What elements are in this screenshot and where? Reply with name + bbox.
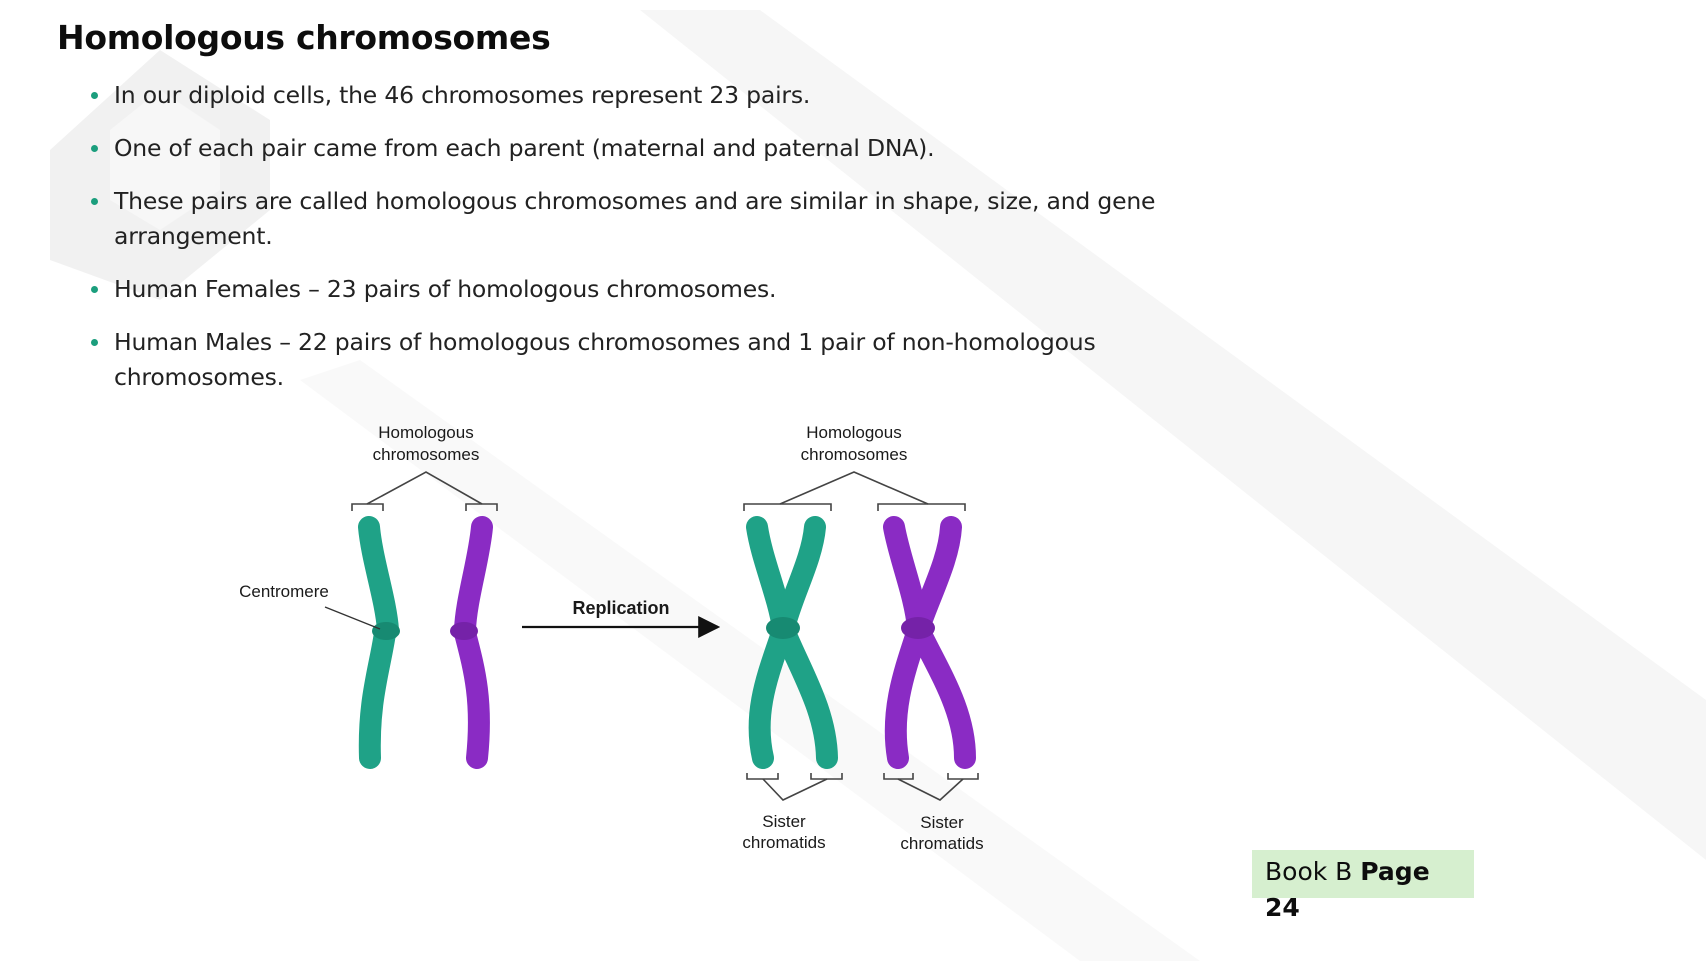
homologous-label-right: Homologous xyxy=(806,423,901,442)
chromosome-paternal-unreplicated xyxy=(454,516,493,769)
centromere-green-replicated xyxy=(766,617,800,639)
replication-label: Replication xyxy=(572,598,669,618)
sister-label-right: Sister xyxy=(920,813,964,832)
chromosome-maternal-replicated xyxy=(746,516,838,769)
chromosome-paternal-replicated xyxy=(883,516,976,769)
book-label: Book B xyxy=(1265,857,1353,886)
centromere-green xyxy=(372,622,400,640)
background-shape xyxy=(50,50,270,300)
centromere-pointer xyxy=(324,606,381,630)
page-label: Page xyxy=(1360,857,1430,886)
bullet-item: These pairs are called homologous chromo… xyxy=(88,184,1248,254)
sister-label-left: Sister xyxy=(762,812,806,831)
homologous-label-left-2: chromosomes xyxy=(373,445,480,464)
homologous-label-right-2: chromosomes xyxy=(801,445,908,464)
sister-bracket-right xyxy=(883,773,979,801)
sister-label-left-2: chromatids xyxy=(742,833,825,852)
centromere-label: Centromere xyxy=(239,582,329,601)
homologous-bracket-right xyxy=(743,471,966,511)
bullet-item: Human Females – 23 pairs of homologous c… xyxy=(88,272,1248,307)
homologous-label-left: Homologous xyxy=(378,423,473,442)
book-reference: Book B Page 24 xyxy=(1265,854,1485,926)
bullet-item: In our diploid cells, the 46 chromosomes… xyxy=(88,78,1248,113)
bullet-list: In our diploid cells, the 46 chromosomes… xyxy=(88,78,1248,413)
chromosome-maternal-unreplicated xyxy=(358,516,399,769)
sister-bracket-left xyxy=(746,773,843,801)
centromere-purple-replicated xyxy=(901,617,935,639)
sister-label-right-2: chromatids xyxy=(900,834,983,853)
page-number: 24 xyxy=(1265,893,1300,922)
homologous-bracket-left xyxy=(351,471,498,511)
bullet-item: One of each pair came from each parent (… xyxy=(88,131,1248,166)
slide-title: Homologous chromosomes xyxy=(57,18,551,57)
centromere-purple xyxy=(450,622,478,640)
bullet-item: Human Males – 22 pairs of homologous chr… xyxy=(88,325,1248,395)
book-reference-highlight xyxy=(1252,850,1474,898)
